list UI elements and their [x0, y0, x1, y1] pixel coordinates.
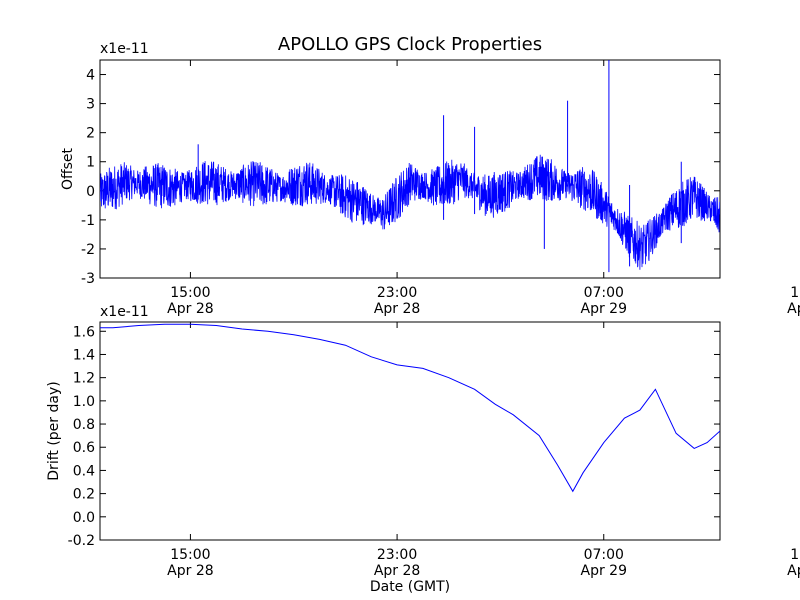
y-tick-label: 1.0: [73, 394, 95, 410]
x-tick-date-label: Apr 28: [374, 563, 420, 579]
x-tick-time-label: 15:00: [790, 547, 800, 563]
y-tick-label: -2: [81, 242, 95, 258]
series-line: [100, 323, 720, 493]
drift-exponent-label: x1e-11: [100, 304, 149, 320]
y-tick-label: 2: [86, 126, 95, 142]
y-tick-label: -1: [81, 213, 95, 229]
x-tick-time-label: 23:00: [377, 547, 417, 563]
y-tick-label: -0.2: [68, 533, 95, 549]
y-tick-label: 1.6: [73, 324, 95, 340]
y-tick-label: 0: [86, 184, 95, 200]
drift-y-ticks: -0.2 0.0 0.2 0.4 0.6 0.8 1.0 1.2 1.4 1.6: [68, 324, 720, 549]
y-tick-label: 0.4: [73, 463, 95, 479]
chart-title: APOLLO GPS Clock Properties: [278, 34, 542, 55]
x-tick-date-label: Apr 28: [167, 301, 213, 317]
x-tick-time-label: 07:00: [584, 285, 624, 301]
x-tick-date-label: Apr 28: [374, 301, 420, 317]
y-tick-label: 0.8: [73, 417, 95, 433]
y-tick-label: 3: [86, 97, 95, 113]
y-tick-label: 0.2: [73, 487, 95, 503]
drift-y-axis-label: Drift (per day): [46, 381, 62, 480]
y-tick-label: 1.4: [73, 347, 95, 363]
offset-y-axis-label: Offset: [60, 147, 76, 190]
offset-exponent-label: x1e-11: [100, 41, 149, 57]
drift-panel: x1e-11 Drift (per day) Date (GMT) -0.2 0.…: [46, 304, 800, 595]
x-tick-date-label: Apr 28: [167, 563, 213, 579]
offset-y-ticks: -3 -2 -1 0 1 2 3 4: [81, 68, 720, 287]
x-axis-label: Date (GMT): [370, 579, 450, 595]
x-tick-time-label: 23:00: [377, 285, 417, 301]
offset-plot-frame: [99, 59, 721, 279]
x-tick-time-label: 15:00: [790, 285, 800, 301]
y-tick-label: 0.6: [73, 440, 95, 456]
y-tick-label: 4: [86, 68, 95, 84]
x-tick-time-label: 15:00: [170, 285, 210, 301]
x-tick-date-label: Apr 29: [787, 563, 800, 579]
y-tick-label: 1.2: [73, 371, 95, 387]
offset-series: [100, 60, 720, 273]
x-tick-time-label: 15:00: [170, 547, 210, 563]
y-tick-label: 0.0: [73, 510, 95, 526]
x-tick-date-label: Apr 29: [581, 563, 627, 579]
x-tick-time-label: 07:00: [584, 547, 624, 563]
drift-series: [100, 323, 720, 493]
x-tick-date-label: Apr 29: [787, 301, 800, 317]
x-tick-date-label: Apr 29: [581, 301, 627, 317]
series-line: [100, 154, 720, 270]
y-tick-label: -3: [81, 271, 95, 287]
y-tick-label: 1: [86, 155, 95, 171]
